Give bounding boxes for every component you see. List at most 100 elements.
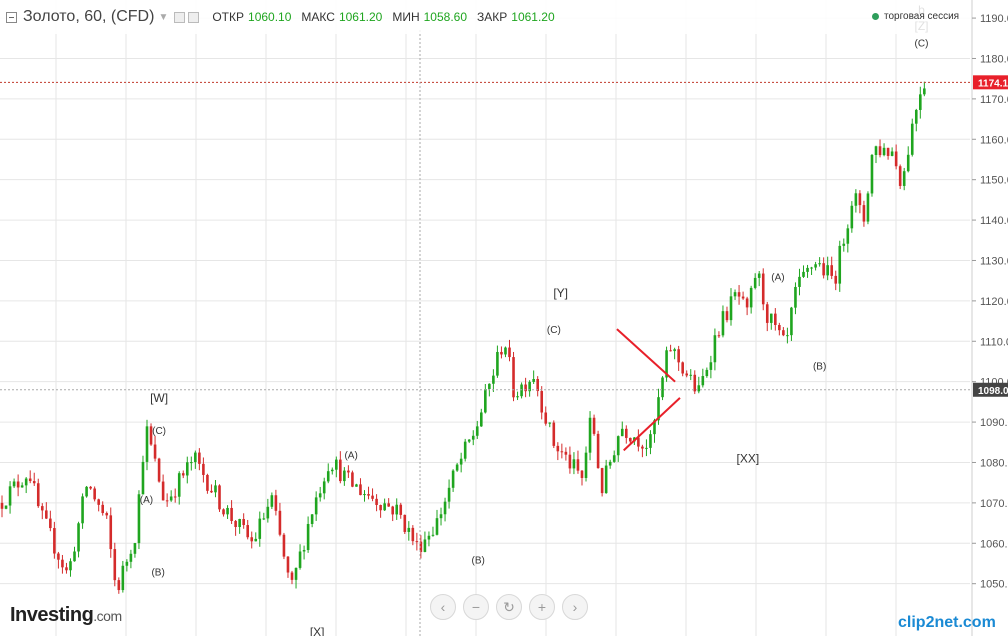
wedge-upper-line	[616, 328, 676, 383]
candle-body	[214, 485, 217, 493]
candle-body	[697, 385, 701, 392]
candle-body	[689, 374, 693, 376]
candle-body	[403, 514, 407, 532]
candle-body	[375, 498, 378, 506]
candle-body	[463, 441, 467, 459]
candle-body	[653, 420, 656, 435]
candle-body	[351, 472, 354, 487]
candle-body	[12, 481, 16, 487]
candle-body	[391, 506, 394, 515]
zoom-out-icon[interactable]: −	[463, 594, 489, 620]
axis-tick-label: 1170.0	[980, 94, 1008, 106]
candle-body	[620, 428, 624, 437]
axis-tick-label: 1050.0	[980, 579, 1008, 591]
candle-body	[604, 465, 608, 494]
axis-tick-label: 1070.0	[980, 498, 1008, 510]
candle-body	[540, 391, 544, 413]
chevron-left-icon[interactable]: ‹	[430, 594, 456, 620]
candle-body	[701, 376, 705, 386]
candle-body	[314, 497, 318, 515]
candle-body	[250, 537, 254, 542]
candle-body	[846, 228, 850, 244]
collapse-icon[interactable]	[6, 11, 17, 23]
candle-body	[902, 171, 906, 186]
open-value: 1060.10	[248, 10, 292, 24]
close-label: ЗАКР	[477, 10, 508, 24]
candle-body	[641, 446, 644, 449]
candle-body	[810, 267, 813, 269]
candle-body	[4, 505, 8, 509]
candle-body	[649, 434, 652, 448]
candle-body	[105, 513, 109, 516]
high-label: МАКС	[301, 10, 335, 24]
chevron-down-icon[interactable]: ▼	[158, 11, 169, 23]
candle-body	[826, 265, 829, 276]
candle-body	[443, 501, 447, 515]
candle-body	[194, 452, 197, 463]
candle-body	[286, 556, 290, 573]
wave-label: [W]	[150, 391, 168, 405]
candle-body	[28, 478, 32, 482]
candle-body	[802, 271, 805, 277]
candle-body	[629, 437, 632, 442]
instrument-title[interactable]: Золото, 60, (CFD)	[23, 8, 155, 25]
candle-body	[65, 567, 68, 571]
candle-body	[302, 550, 306, 552]
axis-tick-label: 1180.0	[980, 53, 1008, 65]
candle-body	[854, 193, 858, 206]
candle-body	[435, 518, 439, 535]
candle-body	[592, 417, 596, 434]
close-icon[interactable]	[188, 11, 200, 23]
settings-icon[interactable]	[174, 11, 186, 23]
wave-label: (C)	[915, 38, 929, 49]
candle-body	[93, 488, 96, 500]
candle-body	[778, 324, 781, 331]
candle-body	[544, 412, 548, 424]
candle-body	[133, 543, 137, 554]
candle-body	[822, 263, 825, 276]
candle-body	[866, 193, 870, 222]
candle-body	[20, 485, 24, 488]
wave-label: [Y]	[553, 286, 568, 300]
candle-body	[677, 349, 680, 363]
candle-body	[806, 267, 809, 272]
candle-body	[145, 426, 149, 462]
current-price-box-text: 1174.1	[978, 78, 1008, 89]
candle-body	[862, 205, 866, 222]
candle-body	[113, 549, 117, 581]
candle-body	[484, 389, 487, 413]
candle-body	[749, 287, 753, 308]
wave-label: (A)	[344, 450, 357, 461]
session-status: торговая сессия	[872, 11, 959, 22]
candle-body	[367, 494, 370, 496]
candle-body	[149, 426, 153, 445]
zoom-in-icon[interactable]: +	[529, 594, 555, 620]
candle-body	[335, 459, 338, 470]
close-value: 1061.20	[511, 10, 555, 24]
session-dot-icon	[872, 13, 879, 20]
candle-body	[165, 500, 169, 502]
candle-body	[234, 520, 237, 528]
candle-body	[431, 534, 435, 536]
axis-tick-label: 1160.0	[980, 134, 1008, 146]
candle-body	[467, 439, 471, 442]
candle-body	[741, 296, 745, 299]
candle-body	[612, 455, 616, 462]
candle-body	[693, 374, 697, 392]
candle-body	[798, 276, 801, 287]
candle-body	[310, 514, 314, 524]
candle-body	[419, 541, 423, 552]
candle-body	[258, 518, 262, 539]
candle-body	[129, 553, 133, 562]
candle-body	[387, 503, 390, 507]
chevron-right-icon[interactable]: ›	[562, 594, 588, 620]
logo-suffix: .com	[93, 608, 122, 624]
candle-body	[125, 561, 129, 566]
reset-icon[interactable]: ↻	[496, 594, 522, 620]
candle-body	[512, 357, 515, 398]
candles	[0, 81, 926, 594]
candle-body	[834, 275, 838, 284]
candle-body	[786, 335, 789, 337]
candle-body	[363, 494, 366, 496]
